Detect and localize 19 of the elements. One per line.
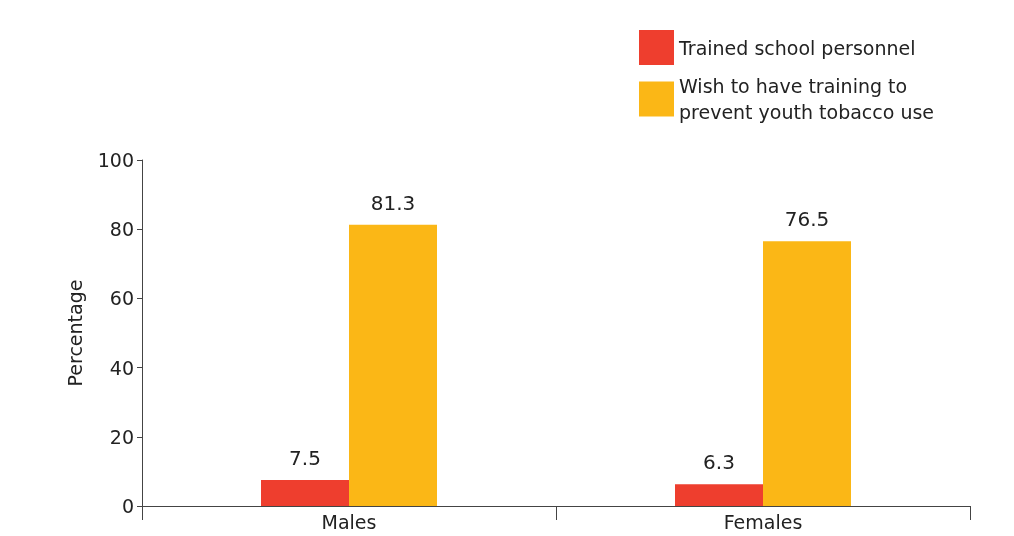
- bar: [763, 241, 851, 506]
- bar: [349, 224, 437, 506]
- bar: [261, 480, 349, 506]
- data-label: 81.3: [370, 190, 416, 215]
- y-tick-label: 100: [97, 149, 134, 171]
- y-tick-label: 80: [109, 218, 134, 241]
- data-label: 7.5: [289, 446, 321, 471]
- x-tick-label: Males: [321, 510, 377, 533]
- bar: [675, 484, 763, 506]
- data-label: 76.5: [784, 207, 830, 232]
- x-tick-label: Females: [723, 510, 803, 533]
- y-tick-label: 40: [109, 356, 134, 379]
- y-tick-label: 0: [121, 495, 134, 517]
- data-label: 6.3: [703, 450, 735, 475]
- y-axis-title: Percentage: [63, 279, 86, 387]
- y-tick-label: 60: [109, 287, 134, 310]
- legend-label: Trained school personnel: [678, 36, 916, 59]
- y-tick-label: 20: [109, 425, 134, 448]
- legend-label: Wish to have training to prevent youth tobacco use: [679, 75, 935, 123]
